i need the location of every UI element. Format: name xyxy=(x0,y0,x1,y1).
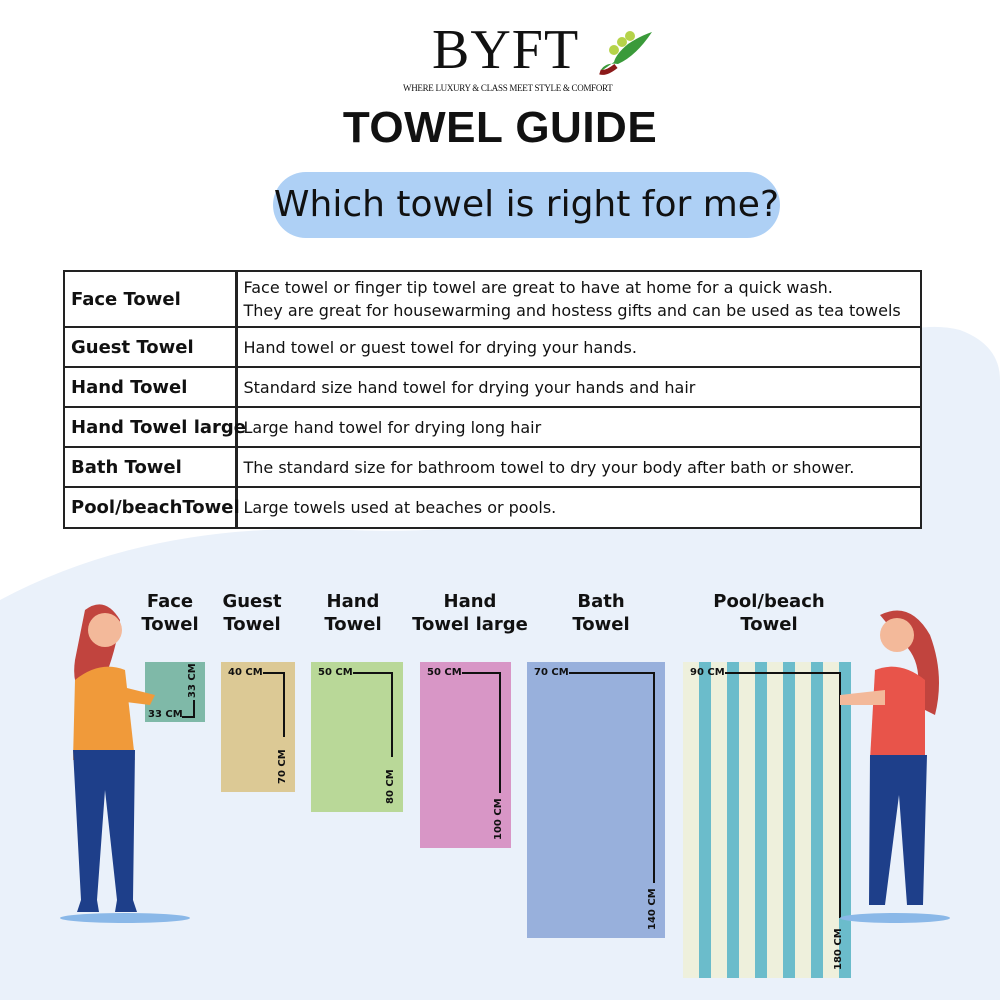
towel-label: Hand Towel xyxy=(278,590,428,636)
towel-name: Face Towel xyxy=(63,270,238,328)
length-label: 180 CM xyxy=(833,928,844,970)
towel-label: Guest Towel xyxy=(177,590,327,636)
towel-desc: Hand towel or guest towel for drying you… xyxy=(235,326,922,368)
towel-label-line: Towel xyxy=(141,614,199,635)
towel-rect xyxy=(221,662,295,792)
towel-label-line: Guest xyxy=(222,591,282,612)
table-row: Pool/beachTowel Large towels used at beac… xyxy=(63,486,922,529)
towel-rect xyxy=(683,662,851,978)
width-line xyxy=(353,672,393,674)
towel-label: Bath Towel xyxy=(526,590,676,636)
width-line xyxy=(182,716,193,718)
towel-rect xyxy=(145,662,205,722)
towel-label-line: Towel xyxy=(223,614,281,635)
width-label: 50 CM xyxy=(427,667,462,678)
towel-desc: Large hand towel for drying long hair xyxy=(235,406,922,448)
width-line xyxy=(462,672,501,674)
towel-label-line: Towel xyxy=(324,614,382,635)
width-line xyxy=(263,672,285,674)
towel-name: Guest Towel xyxy=(63,326,238,368)
width-label: 40 CM xyxy=(228,667,263,678)
towel-rect xyxy=(420,662,511,848)
length-line xyxy=(391,672,393,757)
towel-label: Face Towel xyxy=(95,590,245,636)
table-row: Guest Towel Hand towel or guest towel for… xyxy=(63,326,922,368)
subtitle-banner: Which towel is right for me? xyxy=(273,172,780,238)
length-label: 100 CM xyxy=(493,798,504,840)
length-line xyxy=(499,672,501,793)
towel-desc: The standard size for bathroom towel to … xyxy=(235,446,922,488)
towel-name: Hand Towel xyxy=(63,366,238,408)
desc-line: They are great for housewarming and host… xyxy=(243,301,901,320)
table-row: Hand Towel Standard size hand towel for d… xyxy=(63,366,922,408)
brand-tagline: WHERE LUXURY & CLASS MEET STYLE & COMFOR… xyxy=(403,83,613,93)
length-line xyxy=(193,700,195,718)
table-row: Hand Towel large Large hand towel for dry… xyxy=(63,406,922,448)
width-line xyxy=(569,672,655,674)
towel-name: Hand Towel large xyxy=(63,406,246,448)
length-line xyxy=(283,672,285,737)
length-label: 80 CM xyxy=(385,769,396,804)
width-label: 70 CM xyxy=(534,667,569,678)
towel-label-line: Towel xyxy=(572,614,630,635)
length-label: 70 CM xyxy=(277,749,288,784)
towel-name: Bath Towel xyxy=(63,446,238,488)
towel-label: Pool/beach Towel xyxy=(694,590,844,636)
length-line xyxy=(653,672,655,883)
width-label: 33 CM xyxy=(148,709,183,720)
desc-line: Face towel or finger tip towel are great… xyxy=(243,278,833,297)
towel-label-line: Towel large xyxy=(412,614,528,635)
width-label: 90 CM xyxy=(690,667,725,678)
width-label: 50 CM xyxy=(318,667,353,678)
towel-rect xyxy=(527,662,665,938)
towel-table: Face Towel Face towel or finger tip towel… xyxy=(63,270,922,529)
page-title: TOWEL GUIDE xyxy=(342,103,658,152)
towel-label: Hand Towel large xyxy=(395,590,545,636)
table-row: Face Towel Face towel or finger tip towel… xyxy=(63,270,922,328)
woman-left-illustration xyxy=(60,604,190,923)
towel-label-line: Pool/beach xyxy=(713,591,825,612)
leaf-logo-icon xyxy=(599,31,652,75)
towel-label-line: Hand xyxy=(443,591,497,612)
towel-name: Pool/beachTowel xyxy=(63,486,240,529)
towel-label-line: Bath xyxy=(577,591,625,612)
width-line xyxy=(725,672,841,674)
towel-label-line: Towel xyxy=(740,614,798,635)
table-row: Bath Towel The standard size for bathroom… xyxy=(63,446,922,488)
woman-right-illustration xyxy=(840,610,950,923)
towel-label-line: Face xyxy=(146,591,194,612)
towel-label-line: Hand xyxy=(326,591,380,612)
length-label: 140 CM xyxy=(647,888,658,930)
towel-desc: Face towel or finger tip towel are great… xyxy=(235,270,922,328)
towel-desc: Standard size hand towel for drying your… xyxy=(235,366,922,408)
towel-rect xyxy=(311,662,403,812)
brand-logo: BYFT xyxy=(432,19,580,81)
towel-desc: Large towels used at beaches or pools. xyxy=(235,486,922,529)
length-line xyxy=(839,672,841,918)
